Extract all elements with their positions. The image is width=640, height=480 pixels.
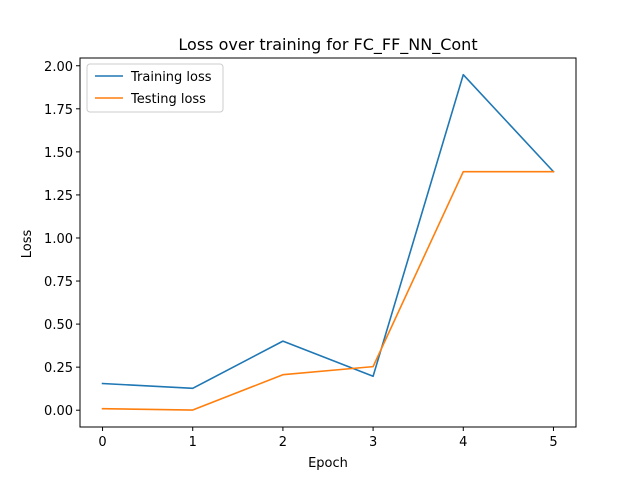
series-line-training-loss	[101, 73, 555, 390]
legend-items: Training loss Testing loss	[95, 70, 212, 107]
y-tick-label: 0.50	[44, 318, 73, 333]
y-tick-label: 1.25	[44, 189, 73, 204]
x-tick-label: 2	[279, 435, 287, 450]
legend-label: Training loss	[130, 70, 212, 85]
plot-lines	[101, 73, 555, 411]
legend-label: Testing loss	[130, 92, 206, 107]
y-tick-label: 2.00	[44, 60, 73, 75]
x-axis-label: Epoch	[308, 456, 348, 471]
legend: Training loss Testing loss	[86, 63, 224, 113]
plot-frame	[79, 57, 577, 428]
y-tick-label: 1.50	[44, 146, 73, 161]
x-tick-label: 0	[98, 435, 106, 450]
x-tick-label: 3	[369, 435, 377, 450]
x-axis-ticks: 0 1 2 3 4 5	[98, 427, 558, 450]
y-tick-label: 1.00	[44, 232, 73, 247]
y-tick-label: 0.25	[44, 361, 73, 376]
y-tick-label: 1.75	[44, 103, 73, 118]
y-tick-label: 0.00	[44, 404, 73, 419]
x-tick-label: 5	[549, 435, 557, 450]
series-line-testing-loss	[101, 170, 555, 411]
chart-title: Loss over training for FC_FF_NN_Cont	[178, 35, 477, 55]
y-tick-label: 0.75	[44, 275, 73, 290]
x-tick-label: 4	[459, 435, 467, 450]
y-axis-ticks: 0.00 0.25 0.50 0.75 1.00 1.25 1.50 1.75 2.00	[44, 60, 80, 419]
y-axis-label: Loss	[20, 230, 35, 259]
x-tick-label: 1	[189, 435, 197, 450]
